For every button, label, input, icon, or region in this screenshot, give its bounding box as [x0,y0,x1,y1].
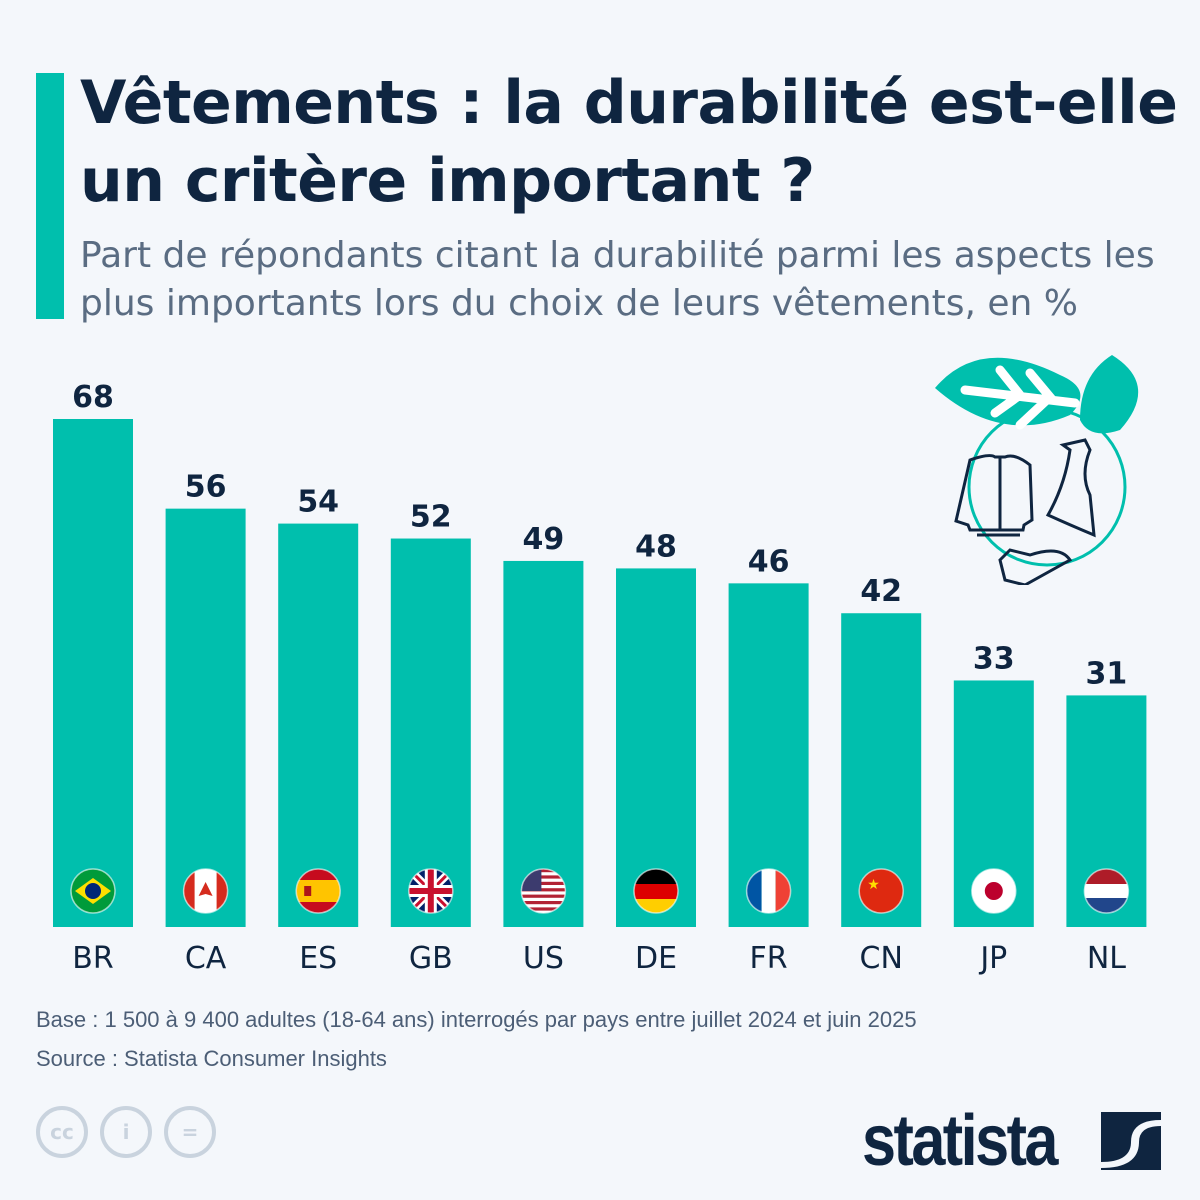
bar-es [278,523,359,927]
x-tick-label: GB [409,941,453,976]
attribution-icon[interactable]: i [100,1106,152,1158]
data-label: 48 [635,529,677,564]
bar-de [616,568,696,927]
x-tick-label: CN [860,941,903,976]
bar-br [53,419,133,927]
x-tick-label: US [523,941,564,976]
bar-group-de: 48 DE [616,529,696,976]
bar-group-br: 68 BR [53,380,133,976]
canada-flag-icon [183,869,228,913]
title-accent-bar [36,73,64,319]
x-tick-label: ES [299,941,337,976]
united-kingdom-flag-icon [408,869,453,913]
x-tick-label: DE [635,941,677,976]
data-label: 42 [860,574,902,609]
x-tick-label: NL [1087,941,1126,976]
bar-group-jp: 33 JP [953,641,1034,976]
bar-group-ca: 56 CA [165,470,246,976]
china-flag-icon: ★ [859,869,904,913]
sustainable-clothing-icon [935,355,1139,585]
bar-us [503,560,584,927]
footnotes: Base : 1 500 à 9 400 adultes (18-64 ans)… [36,1000,917,1078]
data-label: 54 [297,485,339,520]
data-label: 31 [1086,656,1128,691]
x-tick-label: JP [978,941,1007,976]
bar-gb [390,538,471,927]
data-label: 52 [410,500,452,535]
bar-group-nl: 31 NL [1066,656,1147,976]
creative-commons-icon[interactable]: cc [36,1106,88,1158]
bar-group-es: 54 ES [278,485,359,976]
bar-group-cn: 42 ★ CN [841,574,922,976]
x-tick-label: FR [750,941,788,976]
chart-subtitle: Part de répondants citant la durabilité … [80,235,1155,324]
data-label: 33 [973,641,1015,676]
data-label: 46 [748,544,790,579]
united-states-flag-icon [521,869,566,913]
x-tick-label: CA [185,941,227,976]
license-icons[interactable]: cc i = [36,1106,216,1158]
bar-group-us: 49 US [503,522,584,976]
japan-flag-icon [971,869,1016,913]
data-label: 68 [72,380,114,415]
bar-group-gb: 52 GB [390,500,471,976]
data-label: 49 [523,522,565,557]
bar-group-fr: 46 FR [728,544,809,976]
statista-logo-icon [1101,1112,1161,1170]
statista-wordmark: statista [862,1101,1058,1181]
bar-ca [165,508,246,927]
chart-title: Vêtements : la durabilité est-elle un cr… [80,68,1178,216]
data-label: 56 [185,470,227,505]
brazil-flag-icon [71,869,115,913]
svg-text:★: ★ [867,877,880,893]
statista-logo[interactable]: statista [862,1100,1161,1182]
no-derivatives-icon[interactable]: = [164,1106,216,1158]
spain-flag-icon [296,869,341,913]
bar-chart: 68 BR 56 CA 54 ES 52 GB 49 US 48 DE 46 FR 42 ★ CN 33 JP 31 N… [53,380,1147,976]
base-note: Base : 1 500 à 9 400 adultes (18-64 ans)… [36,1007,917,1032]
source-note: Source : Statista Consumer Insights [36,1046,387,1071]
x-tick-label: BR [72,941,113,976]
